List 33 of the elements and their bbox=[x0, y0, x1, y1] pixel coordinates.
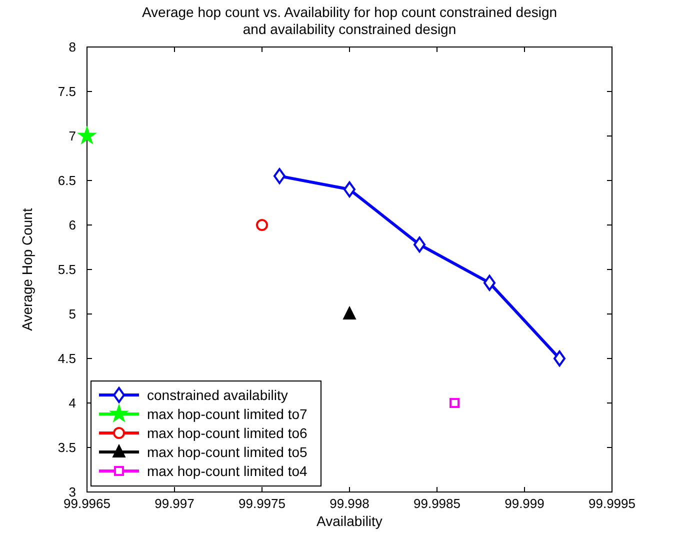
point bbox=[343, 306, 356, 320]
y-tick-label: 6.5 bbox=[58, 173, 76, 188]
legend-label: constrained availability bbox=[147, 387, 288, 403]
x-tick-label: 99.999 bbox=[504, 496, 544, 511]
y-tick-label: 7 bbox=[68, 128, 76, 144]
y-tick-label: 8 bbox=[68, 40, 76, 54]
point bbox=[554, 350, 566, 366]
legend-label: max hop-count limited to6 bbox=[147, 425, 308, 441]
x-tick-label: 99.9975 bbox=[238, 496, 286, 511]
y-tick-label: 3.5 bbox=[58, 440, 76, 455]
legend-label: max hop-count limited to5 bbox=[147, 444, 308, 460]
point bbox=[274, 168, 286, 184]
point bbox=[484, 274, 496, 291]
point bbox=[414, 236, 426, 253]
x-axis-title: Availability bbox=[316, 513, 382, 529]
x-tick-label: 99.9995 bbox=[588, 496, 636, 511]
chart-title: Average hop count vs. Availability for hop count constrained design and availability constrained design bbox=[142, 4, 558, 37]
point bbox=[450, 398, 460, 408]
point bbox=[78, 126, 96, 144]
y-tick-label: 7.5 bbox=[58, 84, 76, 99]
y-tick-label: 5.5 bbox=[58, 262, 76, 277]
x-tick-label: 99.997 bbox=[154, 496, 194, 511]
y-tick-label: 6 bbox=[68, 218, 76, 232]
y-axis-title: Average Hop Count bbox=[19, 208, 35, 331]
point bbox=[256, 219, 268, 231]
legend-label: max hop-count limited to7 bbox=[147, 406, 308, 422]
y-tick-label: 4.5 bbox=[58, 351, 76, 366]
x-tick-label: 99.998 bbox=[330, 496, 370, 511]
y-tick-label: 5 bbox=[68, 306, 76, 322]
y-tick-label: 4 bbox=[68, 396, 76, 410]
point bbox=[344, 181, 356, 198]
legend-label: max hop-count limited to4 bbox=[147, 463, 308, 479]
x-tick-label: 99.9985 bbox=[414, 496, 460, 511]
